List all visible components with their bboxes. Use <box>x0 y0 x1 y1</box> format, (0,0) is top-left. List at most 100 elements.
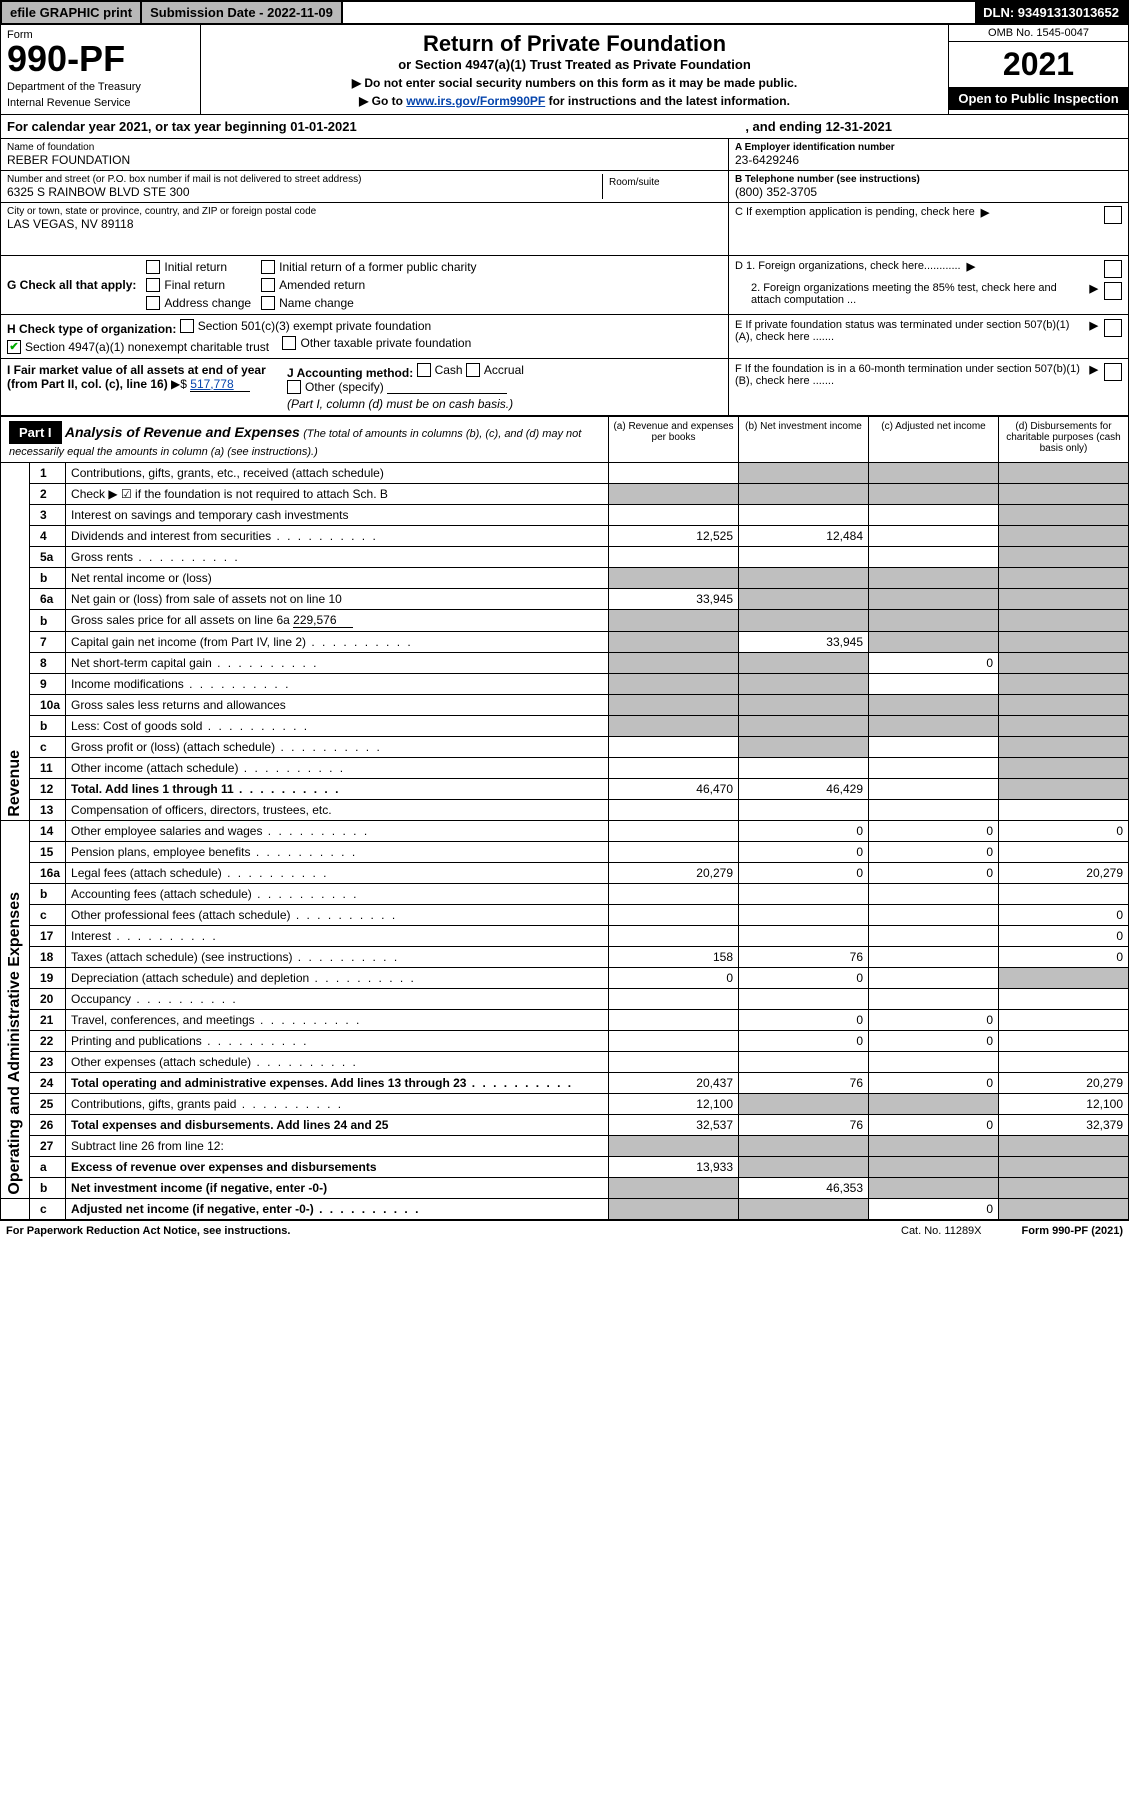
line-27b-desc: Net investment income (if negative, ente… <box>66 1177 609 1198</box>
ssn-warning: ▶ Do not enter social security numbers o… <box>207 76 942 90</box>
irs-link[interactable]: www.irs.gov/Form990PF <box>406 94 545 108</box>
f-cell: F If the foundation is in a 60-month ter… <box>728 359 1128 415</box>
g-amended-checkbox[interactable] <box>261 278 275 292</box>
line-10b-desc: Less: Cost of goods sold <box>66 715 609 736</box>
page-footer: For Paperwork Reduction Act Notice, see … <box>0 1220 1129 1241</box>
line-16b-desc: Accounting fees (attach schedule) <box>66 883 609 904</box>
g-initial: Initial return <box>164 260 227 274</box>
j-other-checkbox[interactable] <box>287 380 301 394</box>
g-name-checkbox[interactable] <box>261 296 275 310</box>
h-other-checkbox[interactable] <box>282 336 296 350</box>
table-row: Revenue 1Contributions, gifts, grants, e… <box>1 463 1129 484</box>
h-501c3-checkbox[interactable] <box>180 319 194 333</box>
revenue-label: Revenue <box>6 750 24 817</box>
dln-number: DLN: 93491313013652 <box>975 2 1127 23</box>
goto-post: for instructions and the latest informat… <box>545 94 790 108</box>
table-row: 4Dividends and interest from securities1… <box>1 525 1129 546</box>
line-3-desc: Interest on savings and temporary cash i… <box>66 504 609 525</box>
line-13-desc: Compensation of officers, directors, tru… <box>66 799 609 820</box>
l21-c: 0 <box>869 1009 999 1030</box>
line-27c-desc: Adjusted net income (if negative, enter … <box>66 1198 609 1219</box>
line-5a-desc: Gross rents <box>66 546 609 567</box>
line-11-desc: Other income (attach schedule) <box>66 757 609 778</box>
city-cell: City or town, state or province, country… <box>1 203 728 255</box>
phone-value: (800) 352-3705 <box>735 185 1122 199</box>
g-final-checkbox[interactable] <box>146 278 160 292</box>
d1-text: D 1. Foreign organizations, check here..… <box>735 260 961 272</box>
l12-b: 46,429 <box>739 778 869 799</box>
h-other: Other taxable private foundation <box>300 336 471 350</box>
d2-checkbox[interactable] <box>1104 282 1122 300</box>
line-16c-desc: Other professional fees (attach schedule… <box>66 904 609 925</box>
l21-b: 0 <box>739 1009 869 1030</box>
l18-b: 76 <box>739 946 869 967</box>
h-4947-checkbox[interactable]: ✔ <box>7 340 21 354</box>
j-note: (Part I, column (d) must be on cash basi… <box>287 397 513 411</box>
table-row: bGross sales price for all assets on lin… <box>1 609 1129 631</box>
e-cell: E If private foundation status was termi… <box>728 315 1128 358</box>
l24-c: 0 <box>869 1072 999 1093</box>
l16a-d: 20,279 <box>999 862 1129 883</box>
arrow-icon: ▶ <box>1090 282 1098 295</box>
efile-badge[interactable]: efile GRAPHIC print <box>2 2 142 23</box>
j-other: Other (specify) <box>305 380 384 394</box>
l12-a: 46,470 <box>609 778 739 799</box>
table-row: aExcess of revenue over expenses and dis… <box>1 1156 1129 1177</box>
calendar-year-row: For calendar year 2021, or tax year begi… <box>0 115 1129 139</box>
table-row: 2Check ▶ ☑ if the foundation is not requ… <box>1 483 1129 504</box>
cat-number: Cat. No. 11289X <box>901 1225 982 1237</box>
street-address: 6325 S RAINBOW BLVD STE 300 <box>7 185 602 199</box>
addr-label: Number and street (or P.O. box number if… <box>7 174 602 185</box>
e-text: E If private foundation status was termi… <box>735 319 1084 343</box>
g-initial-checkbox[interactable] <box>146 260 160 274</box>
table-row: bLess: Cost of goods sold <box>1 715 1129 736</box>
g-address: Address change <box>164 296 251 310</box>
col-d-header: (d) Disbursements for charitable purpose… <box>998 417 1128 462</box>
foundation-name: REBER FOUNDATION <box>7 153 722 167</box>
e-checkbox[interactable] <box>1104 319 1122 337</box>
table-row: 5aGross rents <box>1 546 1129 567</box>
l26-b: 76 <box>739 1114 869 1135</box>
section-ij: I Fair market value of all assets at end… <box>0 359 1129 416</box>
d1-checkbox[interactable] <box>1104 260 1122 278</box>
l25-a: 12,100 <box>609 1093 739 1114</box>
g-name: Name change <box>279 296 354 310</box>
line-7-desc: Capital gain net income (from Part IV, l… <box>66 631 609 652</box>
open-to-public: Open to Public Inspection <box>949 87 1128 110</box>
g-initial-former-checkbox[interactable] <box>261 260 275 274</box>
table-row: Operating and Administrative Expenses 14… <box>1 820 1129 841</box>
j-accrual-checkbox[interactable] <box>466 363 480 377</box>
l4-b: 12,484 <box>739 525 869 546</box>
table-row: 7Capital gain net income (from Part IV, … <box>1 631 1129 652</box>
g-address-checkbox[interactable] <box>146 296 160 310</box>
l26-c: 0 <box>869 1114 999 1135</box>
table-row: 9Income modifications <box>1 673 1129 694</box>
line-10a-desc: Gross sales less returns and allowances <box>66 694 609 715</box>
name-label: Name of foundation <box>7 142 722 153</box>
line-18-desc: Taxes (attach schedule) (see instruction… <box>66 946 609 967</box>
lines-table: Revenue 1Contributions, gifts, grants, e… <box>0 463 1129 1220</box>
l6b-val: 229,576 <box>293 613 353 628</box>
j-cash-checkbox[interactable] <box>417 363 431 377</box>
g-initial-former: Initial return of a former public charit… <box>279 260 476 274</box>
line-27-desc: Subtract line 26 from line 12: <box>66 1135 609 1156</box>
table-row: bNet investment income (if negative, ent… <box>1 1177 1129 1198</box>
form-title: Return of Private Foundation <box>207 31 942 57</box>
arrow-icon: ▶ <box>967 260 975 273</box>
table-row: bNet rental income or (loss) <box>1 567 1129 588</box>
part1-header: Part I Analysis of Revenue and Expenses … <box>0 416 1129 463</box>
info-left: Name of foundation REBER FOUNDATION Numb… <box>1 139 728 255</box>
table-row: 24Total operating and administrative exp… <box>1 1072 1129 1093</box>
line-2-desc: Check ▶ ☑ if the foundation is not requi… <box>66 483 609 504</box>
j-accrual: Accrual <box>484 363 524 377</box>
col-b-header: (b) Net investment income <box>738 417 868 462</box>
c-checkbox[interactable] <box>1104 206 1122 224</box>
table-row: 3Interest on savings and temporary cash … <box>1 504 1129 525</box>
i-value[interactable]: 517,778 <box>190 377 250 392</box>
l27a-a: 13,933 <box>609 1156 739 1177</box>
table-row: 16aLegal fees (attach schedule)20,279002… <box>1 862 1129 883</box>
table-row: 23Other expenses (attach schedule) <box>1 1051 1129 1072</box>
f-checkbox[interactable] <box>1104 363 1122 381</box>
table-row: 21Travel, conferences, and meetings00 <box>1 1009 1129 1030</box>
line-22-desc: Printing and publications <box>66 1030 609 1051</box>
